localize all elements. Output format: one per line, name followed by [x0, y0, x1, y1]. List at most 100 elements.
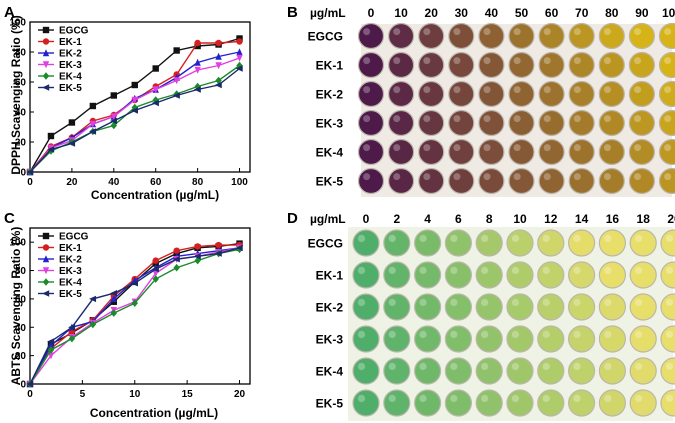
panel-a-series-egcg-point — [68, 119, 76, 126]
panel-c-series-ek-5-point — [130, 280, 138, 287]
panel-d-well — [598, 389, 627, 417]
panel-c-series-ek-3-point — [47, 352, 55, 360]
panel-d-well-highlight — [542, 298, 550, 307]
panel-d-well-highlight — [481, 234, 489, 243]
panel-a-series-egcg-point — [89, 102, 97, 110]
panel-d-well — [598, 325, 627, 353]
panel-d-well-highlight — [542, 394, 550, 403]
panel-d-well-highlight — [604, 298, 612, 307]
panel-b-well-highlight — [573, 28, 581, 36]
panel-d-well-highlight — [542, 266, 550, 275]
panel-d-well-highlight — [388, 234, 396, 243]
panel-a-legend-egcg-marker — [42, 26, 50, 34]
panel-b-well — [418, 109, 445, 137]
panel-d-well-highlight — [635, 330, 643, 339]
panel-b-well-highlight — [573, 115, 581, 123]
panel-d-well — [444, 261, 472, 289]
panel-b-well-highlight — [573, 173, 581, 181]
panel-a-xtick-label: 0 — [27, 177, 33, 188]
panel-d-well-highlight — [450, 234, 458, 243]
panel-a-legend-ek-1-marker — [42, 38, 50, 45]
panel-b-well — [628, 138, 656, 166]
panel-d-well-highlight — [573, 266, 581, 275]
panel-d-well — [475, 357, 503, 385]
panel-b-well — [538, 51, 565, 79]
panel-d-well-highlight — [604, 330, 612, 339]
panel-c-series-ek-2-point — [47, 341, 55, 349]
panel-a-legend-ek-5-marker — [42, 84, 50, 91]
panel-b-well-highlight — [483, 173, 491, 181]
panel-b-well-highlight — [634, 144, 642, 152]
panel-b-well-highlight — [393, 115, 401, 123]
panel-d-well-highlight — [604, 362, 612, 371]
panel-d-well-highlight — [635, 362, 643, 371]
panel-b-well-highlight — [634, 173, 642, 181]
panel-a-axes-frame — [29, 21, 251, 173]
panel-b-concentration-label: 20 — [425, 6, 439, 20]
panel-b-well-highlight — [664, 28, 672, 36]
panel-a-xtick-label: 80 — [192, 177, 204, 188]
panel-d-row-label: EK-4 — [316, 365, 344, 379]
panel-b-well-highlight — [664, 115, 672, 123]
panel-d-well-highlight — [511, 266, 520, 275]
panel-b-well-highlight — [483, 28, 491, 36]
panel-d-well — [598, 261, 627, 289]
panel-b-well — [508, 167, 535, 195]
panel-b-concentration-label: 50 — [515, 6, 529, 20]
panel-b-concentration-label: 100 — [662, 6, 675, 20]
panel-b-wells: 0 10 20 30 40 50 60 70 80 90 100 EGCG EK-1 EK-2 EK-3 EK… — [308, 6, 675, 195]
panel-d-well — [352, 261, 380, 289]
panel-d-well — [567, 293, 596, 321]
panel-d-well — [629, 229, 657, 257]
panel-a-series-ek-1-point — [215, 39, 222, 47]
panel-d-well — [537, 325, 565, 353]
panel-d-well-highlight — [573, 330, 581, 339]
panel-b-well-highlight — [664, 57, 672, 65]
panel-b-well — [388, 80, 415, 108]
panel-b-well-highlight — [363, 57, 371, 65]
panel-d-well — [475, 293, 503, 321]
panel-b-well-highlight — [363, 144, 371, 152]
panel-b-well — [418, 80, 445, 108]
panel-b-well — [568, 80, 595, 108]
panel-d-well-highlight — [604, 234, 612, 243]
panel-c-legend-ek-3-label: EK-3 — [59, 266, 82, 277]
panel-d-well — [383, 261, 411, 289]
panel-d-well — [444, 229, 472, 257]
panel-d-concentration-label: 10 — [513, 212, 527, 226]
panel-d-well-highlight — [357, 394, 366, 403]
panel-b-well-highlight — [453, 173, 461, 181]
panel-d-well-highlight — [511, 298, 520, 307]
panel-c-xlabel: Concentration (µg/mL) — [90, 406, 218, 420]
panel-b-well-highlight — [423, 28, 431, 36]
panel-b-well — [388, 51, 415, 79]
panel-d-well — [352, 293, 380, 321]
panel-d-well — [660, 357, 675, 385]
panel-d-well-highlight — [481, 330, 489, 339]
panel-c-series-ek-5-point — [235, 244, 243, 252]
panel-b-well-highlight — [573, 57, 581, 65]
panel-b-well-highlight — [453, 28, 461, 36]
panel-d-well — [567, 389, 596, 417]
panel-b-well — [448, 138, 475, 166]
panel-b-well-highlight — [513, 173, 521, 181]
panel-c-xtick-label: 20 — [234, 389, 246, 400]
panel-d-well-highlight — [511, 330, 520, 339]
panel-b-well — [388, 167, 415, 195]
panel-d-well-highlight — [665, 234, 674, 243]
panel-c-legend-egcg-marker — [42, 232, 50, 240]
panel-b-well-highlight — [573, 144, 581, 152]
panel-c-series-ek-5-point — [214, 250, 222, 257]
panel-b-well — [658, 167, 675, 195]
panel-b-well — [418, 167, 445, 195]
panel-a-series-ek-3-point — [173, 77, 180, 85]
panel-d-well — [444, 357, 472, 385]
panel-c-legend-egcg-label: EGCG — [59, 232, 89, 243]
panel-d-row-label: EGCG — [308, 237, 343, 251]
panel-d-well — [598, 229, 627, 257]
panel-b-well — [598, 22, 625, 50]
panel-c-series-ek-5-point — [110, 290, 118, 297]
panel-b-well-highlight — [513, 86, 521, 94]
panel-b-well-highlight — [634, 57, 642, 65]
panel-c-series-ek-1-point — [152, 257, 159, 264]
